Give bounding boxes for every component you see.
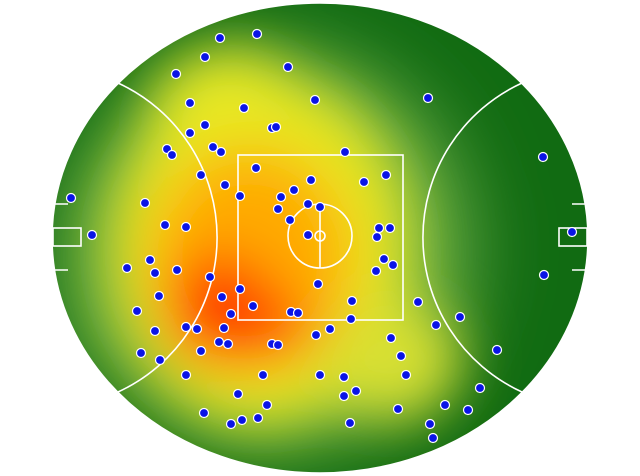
- point: [412, 296, 424, 308]
- point: [121, 262, 133, 274]
- point: [302, 198, 314, 210]
- point: [346, 295, 358, 307]
- point: [309, 94, 321, 106]
- point: [373, 222, 385, 234]
- point: [171, 264, 183, 276]
- point: [345, 313, 357, 325]
- point: [257, 369, 269, 381]
- point: [144, 254, 156, 266]
- point: [371, 231, 383, 243]
- point: [65, 192, 77, 204]
- point: [234, 190, 246, 202]
- point: [170, 68, 182, 80]
- point: [180, 369, 192, 381]
- point: [538, 269, 550, 281]
- point: [387, 259, 399, 271]
- point: [139, 197, 151, 209]
- point: [204, 271, 216, 283]
- point: [312, 278, 324, 290]
- point: [380, 169, 392, 181]
- point: [215, 146, 227, 158]
- point: [216, 291, 228, 303]
- point: [474, 382, 486, 394]
- point: [207, 141, 219, 153]
- point: [288, 184, 300, 196]
- point: [250, 162, 262, 174]
- point: [392, 403, 404, 415]
- point: [195, 345, 207, 357]
- point: [198, 407, 210, 419]
- point: [199, 51, 211, 63]
- point: [261, 399, 273, 411]
- point: [251, 28, 263, 40]
- point: [252, 412, 264, 424]
- point: [284, 214, 296, 226]
- point: [149, 267, 161, 279]
- point: [384, 222, 396, 234]
- point: [149, 325, 161, 337]
- point: [537, 151, 549, 163]
- point: [225, 308, 237, 320]
- point: [184, 127, 196, 139]
- point: [219, 179, 231, 191]
- point: [275, 191, 287, 203]
- point: [238, 102, 250, 114]
- point: [270, 121, 282, 133]
- point: [214, 32, 226, 44]
- point: [439, 399, 451, 411]
- point: [427, 432, 439, 444]
- point: [400, 369, 412, 381]
- point: [166, 149, 178, 161]
- point: [302, 229, 314, 241]
- point: [180, 221, 192, 233]
- point: [370, 265, 382, 277]
- point: [218, 322, 230, 334]
- point: [159, 219, 171, 231]
- point: [430, 319, 442, 331]
- point: [344, 417, 356, 429]
- point: [135, 347, 147, 359]
- point: [310, 329, 322, 341]
- point: [350, 385, 362, 397]
- point: [385, 332, 397, 344]
- point: [195, 169, 207, 181]
- point: [199, 119, 211, 131]
- point: [314, 369, 326, 381]
- field-lines: [51, 2, 589, 474]
- point: [234, 283, 246, 295]
- point: [153, 290, 165, 302]
- point: [339, 146, 351, 158]
- point: [236, 414, 248, 426]
- point: [338, 371, 350, 383]
- point: [154, 354, 166, 366]
- point: [305, 174, 317, 186]
- point: [272, 203, 284, 215]
- point: [358, 176, 370, 188]
- point: [232, 388, 244, 400]
- point: [86, 229, 98, 241]
- point: [222, 338, 234, 350]
- point: [131, 305, 143, 317]
- point: [213, 336, 225, 348]
- point: [378, 253, 390, 265]
- point: [184, 97, 196, 109]
- point: [282, 61, 294, 73]
- point: [247, 300, 259, 312]
- point: [292, 307, 304, 319]
- point: [395, 350, 407, 362]
- point: [191, 323, 203, 335]
- point: [491, 344, 503, 356]
- point: [454, 311, 466, 323]
- point: [225, 418, 237, 430]
- point: [338, 390, 350, 402]
- point: [424, 418, 436, 430]
- point: [462, 404, 474, 416]
- point: [272, 339, 284, 351]
- point: [422, 92, 434, 104]
- point: [314, 201, 326, 213]
- point: [566, 226, 578, 238]
- point: [180, 321, 192, 333]
- point: [324, 323, 336, 335]
